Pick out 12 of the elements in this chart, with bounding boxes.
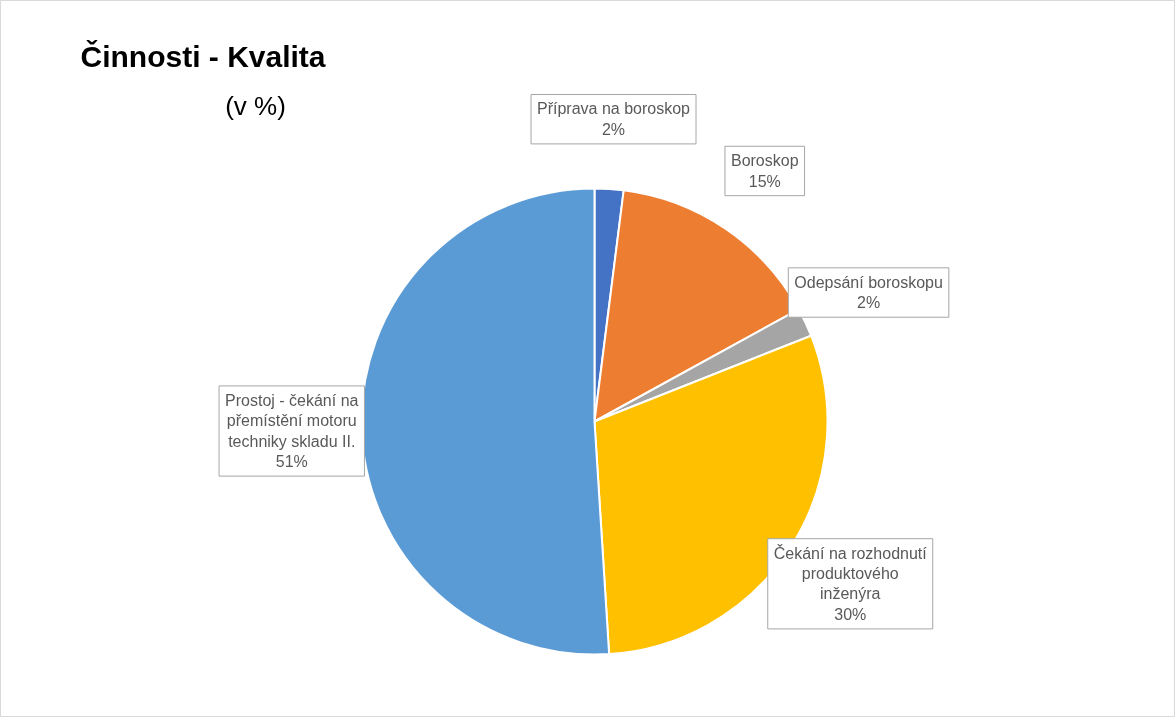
data-label: 2% [857, 294, 881, 312]
slice-label: Prostoj - čekání na přemístění motoru techniky skladu II. [225, 391, 359, 450]
chart-title: Činnosti - Kvalita [80, 39, 326, 73]
slice-label: Příprava na boroskop [537, 100, 691, 118]
slice-label: Boroskop [730, 152, 799, 170]
data-label: 15% [748, 172, 781, 190]
data-label: 2% [601, 120, 626, 138]
chart-subtitle: (v %) [225, 90, 286, 121]
slice-label: Odepsání boroskopu [794, 273, 943, 291]
slice-label: Čekání na rozhodnutí produktového inženýra [773, 543, 928, 603]
data-label: 30% [834, 605, 867, 623]
data-label: 51% [275, 453, 308, 471]
